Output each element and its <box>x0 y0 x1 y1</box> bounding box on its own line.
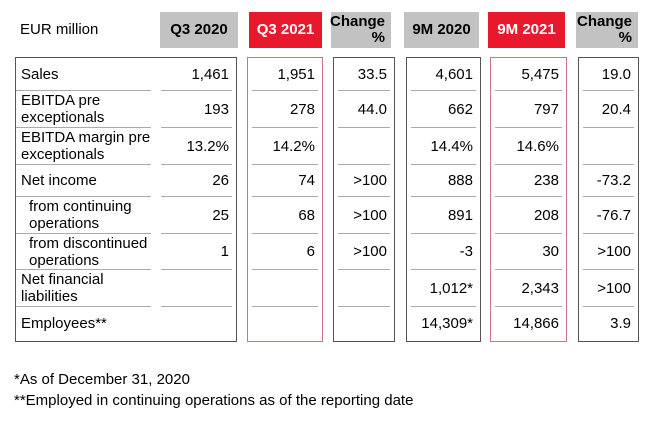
column-header-9m-2021: 9M 2021 <box>488 12 565 48</box>
table-cell: 4,601 <box>411 58 476 91</box>
table-cell: 6 <box>252 234 318 270</box>
table-cell <box>583 128 634 165</box>
footnotes: *As of December 31, 2020 **Employed in c… <box>14 369 413 411</box>
row-label: EBITDA margin pre exceptionals <box>16 128 151 165</box>
table-cell: 797 <box>495 91 562 128</box>
table-cell: 14.4% <box>411 128 476 165</box>
table-box-9m-2021-4: 5,475 797 14.6% 238 208 30 2,343 14,866 <box>490 57 567 342</box>
table-cell: -73.2 <box>583 165 634 197</box>
column-header-q3-2020: Q3 2020 <box>160 12 238 48</box>
row-label: from continuing operations <box>16 197 151 234</box>
table-cell: 14.2% <box>252 128 318 165</box>
table-cell <box>161 307 232 340</box>
row-label: Net income <box>16 165 151 197</box>
table-cell: >100 <box>338 197 390 234</box>
table-cell: >100 <box>338 234 390 270</box>
table-cell: 2,343 <box>495 270 562 307</box>
column-q3-2020: 1,461 193 13.2% 26 25 1 <box>157 58 236 341</box>
table-cell: 193 <box>161 91 232 128</box>
table-cell: -76.7 <box>583 197 634 234</box>
table-cell: >100 <box>338 165 390 197</box>
row-label: Employees** <box>21 315 107 332</box>
table-cell: 14.6% <box>495 128 562 165</box>
row-label: EBITDA pre exceptionals <box>16 91 151 128</box>
table-cell: 278 <box>252 91 318 128</box>
table-cell: 1,461 <box>161 58 232 91</box>
table-box-9m-2020-3: 4,601 662 14.4% 888 891 -3 1,012* 14,309* <box>406 57 481 342</box>
table-cell: -3 <box>411 234 476 270</box>
table-cell: 1,012* <box>411 270 476 307</box>
table-box-labels-and-q3-2020: Sales EBITDA pre exceptionals EBITDA margi… <box>15 57 237 342</box>
column-header-change: Change % <box>330 12 391 48</box>
column-header-9m-2020: 9M 2020 <box>404 12 479 48</box>
table-cell <box>338 307 390 340</box>
table-cell: 1,951 <box>252 58 318 91</box>
table-cell: 20.4 <box>583 91 634 128</box>
column-header-q3-2021: Q3 2021 <box>249 12 322 48</box>
table-box-change-5: 19.0 20.4 -73.2 -76.7 >100 >100 3.9 <box>578 57 639 342</box>
table-cell: 14,866 <box>513 315 559 332</box>
table-cell: 33.5 <box>338 58 390 91</box>
row-label-column: Sales EBITDA pre exceptionals EBITDA margi… <box>16 58 157 341</box>
table-cell: 238 <box>495 165 562 197</box>
table-cell: 888 <box>411 165 476 197</box>
table-cell <box>338 128 390 165</box>
row-label: from discontinued operations <box>16 234 151 270</box>
table-cell: 68 <box>252 197 318 234</box>
column-header-change: Change % <box>576 12 638 48</box>
table-cell: 14,309* <box>421 315 473 332</box>
footnote-2: **Employed in continuing operations as o… <box>14 392 414 409</box>
table-box-q3-2021-1: 1,951 278 14.2% 74 68 6 <box>247 57 323 342</box>
table-cell <box>252 307 318 340</box>
footnote-1: *As of December 31, 2020 <box>14 371 190 388</box>
table-cell: 44.0 <box>338 91 390 128</box>
table-cell <box>161 270 232 307</box>
table-cell <box>252 270 318 307</box>
table-cell: 25 <box>161 197 232 234</box>
table-cell: 5,475 <box>495 58 562 91</box>
table-cell: 13.2% <box>161 128 232 165</box>
table-cell: >100 <box>583 234 634 270</box>
table-box-change-2: 33.5 44.0 >100 >100 >100 <box>333 57 395 342</box>
table-cell: 208 <box>495 197 562 234</box>
table-cell: 30 <box>495 234 562 270</box>
row-label: Sales <box>16 58 151 91</box>
table-cell: 1 <box>161 234 232 270</box>
table-cell <box>338 270 390 307</box>
table-cell: 26 <box>161 165 232 197</box>
table-cell: >100 <box>583 270 634 307</box>
table-cell: 19.0 <box>583 58 634 91</box>
table-cell: 662 <box>411 91 476 128</box>
table-cell: 891 <box>411 197 476 234</box>
table-cell: 74 <box>252 165 318 197</box>
table-cell: 3.9 <box>610 315 631 332</box>
row-label: Net financial liabilities <box>16 270 151 307</box>
unit-label: EUR million <box>20 21 99 38</box>
